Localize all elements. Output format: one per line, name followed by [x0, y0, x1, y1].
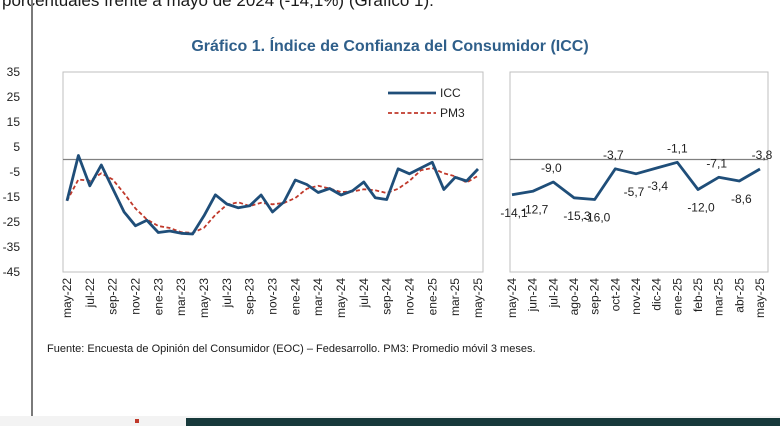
y-tick-label: -5: [9, 165, 20, 179]
left-panel-frame: [62, 71, 484, 273]
x-tick-label: jul-24: [357, 278, 371, 309]
x-tick-label: jul-24: [546, 278, 560, 309]
icc-recent-series-line: [511, 160, 761, 201]
data-label: -14,1: [500, 206, 528, 220]
x-tick-label: sep-24: [588, 278, 602, 315]
x-tick-label: may-22: [60, 278, 74, 318]
data-label: -8,6: [731, 192, 752, 206]
data-label: -15,3: [563, 209, 591, 223]
x-tick-label: may-23: [197, 278, 211, 318]
data-label: -5,7: [624, 185, 645, 199]
x-tick-label: may-24: [505, 278, 519, 318]
pm3-series-line: [66, 167, 479, 234]
data-label: -7,1: [706, 156, 727, 170]
intro-text: porcentuales frente a mayo de 2024 (-14,…: [2, 0, 434, 10]
x-tick-label: jun-24: [526, 278, 540, 313]
x-tick-label: nov-22: [129, 278, 143, 315]
data-label: -12,7: [521, 202, 549, 216]
x-tick-label: may-25: [753, 278, 767, 318]
y-tick-label: 15: [7, 115, 21, 129]
footer-band: [186, 418, 780, 426]
data-label: -12,0: [687, 201, 715, 215]
data-label: -3,4: [647, 179, 668, 193]
y-tick-label: -35: [3, 240, 21, 254]
x-tick-label: sep-24: [380, 278, 394, 315]
x-tick-label: ago-24: [567, 278, 581, 316]
x-tick-label: oct-24: [608, 278, 622, 312]
legend-pm3-label: PM3: [440, 106, 465, 120]
y-tick-label: -25: [3, 215, 21, 229]
x-tick-label: nov-23: [266, 278, 280, 315]
x-tick-label: jul-23: [220, 278, 234, 309]
x-tick-label: mar-23: [174, 278, 188, 316]
x-tick-label: mar-25: [712, 278, 726, 316]
y-tick-label: -45: [3, 265, 21, 279]
x-tick-label: ene-25: [425, 278, 439, 316]
x-tick-label: sep-22: [106, 278, 120, 315]
chart-title: Gráfico 1. Índice de Confianza del Consu…: [191, 38, 589, 55]
x-tick-label: dic-24: [650, 278, 664, 311]
y-tick-label: -15: [3, 190, 21, 204]
x-tick-label: ene-25: [670, 278, 684, 316]
x-tick-label: mar-24: [311, 278, 325, 316]
data-label: -1,1: [667, 141, 688, 155]
page-margin-rule: [31, 0, 33, 416]
source-note: Fuente: Encuesta de Opinión del Consumid…: [47, 343, 536, 355]
x-tick-label: may-24: [334, 278, 348, 318]
x-tick-label: nov-24: [629, 278, 643, 315]
x-tick-label: ene-23: [151, 278, 165, 316]
x-tick-label: sep-23: [243, 278, 257, 315]
y-tick-label: 25: [7, 90, 21, 104]
data-label: -3,7: [603, 148, 624, 162]
right-panel-frame: [509, 71, 769, 273]
x-tick-label: nov-24: [403, 278, 417, 315]
x-tick-label: jul-22: [83, 278, 97, 309]
x-tick-label: may-25: [471, 278, 485, 318]
footer-marker: [135, 419, 139, 423]
y-tick-label: 35: [7, 65, 21, 79]
x-tick-label: abr-25: [732, 278, 746, 313]
data-label: -16,0: [583, 211, 611, 225]
icc-series-line: [65, 154, 480, 236]
legend-icc-label: ICC: [440, 86, 461, 100]
x-tick-label: feb-25: [691, 278, 705, 312]
x-tick-label: ene-24: [288, 278, 302, 316]
y-tick-label: 5: [13, 140, 20, 154]
data-label: -3,8: [752, 148, 773, 162]
x-tick-label: mar-25: [448, 278, 462, 316]
data-label: -9,0: [541, 161, 562, 175]
